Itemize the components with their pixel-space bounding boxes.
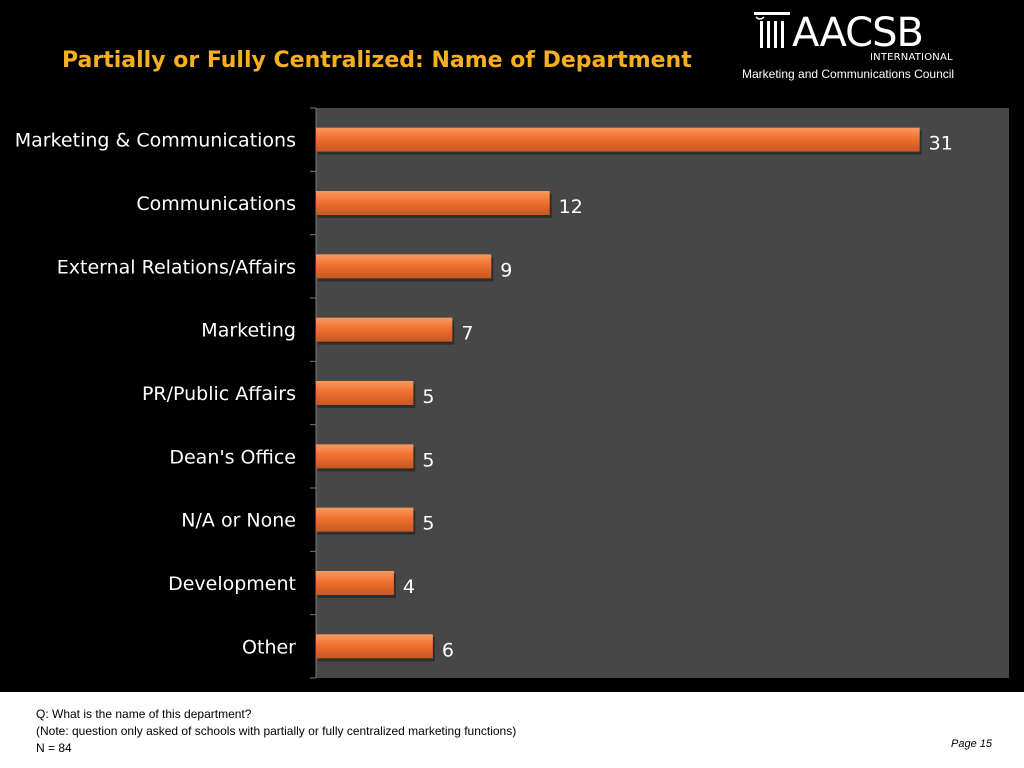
bar (316, 254, 492, 279)
data-label: 6 (442, 639, 454, 661)
data-label: 7 (461, 323, 473, 345)
category-label: Development (168, 573, 296, 595)
data-label: 5 (422, 513, 434, 535)
bar-chart: Marketing & Communications 31 Communicatio… (15, 107, 953, 679)
data-label: 31 (929, 133, 953, 155)
category-label: External Relations/Affairs (57, 256, 296, 278)
page-number: Page 15 (951, 738, 992, 750)
bar (316, 444, 414, 469)
category-label: Marketing (201, 320, 296, 342)
data-label: 4 (403, 576, 415, 598)
bar (316, 317, 453, 342)
council-name: Marketing and Communications Council (742, 67, 955, 81)
bar (316, 381, 414, 405)
data-label: 5 (422, 386, 434, 408)
data-label: 5 (422, 449, 434, 471)
footer-note: Q: What is the name of this department? … (36, 706, 516, 757)
columns-icon (754, 12, 790, 48)
footer: Q: What is the name of this department? … (0, 692, 1024, 768)
logo-wordmark: AACSB (792, 10, 924, 56)
category-label: Marketing & Communications (15, 130, 296, 152)
logo-subtitle: INTERNATIONAL (870, 52, 953, 63)
note-text: (Note: question only asked of schools wi… (36, 724, 517, 738)
question-text: Q: What is the name of this department? (36, 707, 252, 721)
slide-title: Partially or Fully Centralized: Name of … (62, 48, 692, 73)
bar (316, 571, 394, 595)
category-label: N/A or None (181, 510, 296, 532)
sample-size: N = 84 (36, 741, 72, 755)
bar (316, 507, 414, 532)
aacsb-logo: AACSB INTERNATIONAL Marketing and Commun… (740, 10, 990, 85)
bar (316, 191, 550, 215)
category-label: Dean's Office (169, 446, 296, 468)
category-label: Other (242, 636, 296, 658)
bar (316, 634, 433, 659)
data-label: 9 (500, 259, 512, 281)
bar (316, 127, 920, 152)
category-label: PR/Public Affairs (142, 383, 296, 405)
category-label: Communications (136, 193, 296, 215)
data-label: 12 (559, 196, 583, 218)
